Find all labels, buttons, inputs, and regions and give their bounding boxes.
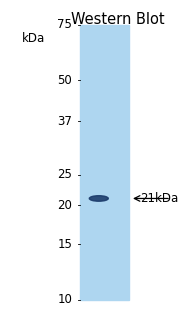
Bar [80, 25, 129, 300]
Text: 50: 50 [57, 74, 72, 87]
Text: 25: 25 [57, 168, 72, 181]
Ellipse shape [89, 196, 108, 201]
Text: 20: 20 [57, 199, 72, 212]
Text: 15: 15 [57, 238, 72, 251]
Text: 37: 37 [57, 115, 72, 128]
Text: 21kDa: 21kDa [141, 192, 179, 205]
Text: kDa: kDa [22, 32, 46, 45]
Text: Western Blot: Western Blot [71, 12, 165, 28]
Text: 10: 10 [57, 293, 72, 306]
Text: 75: 75 [57, 18, 72, 31]
